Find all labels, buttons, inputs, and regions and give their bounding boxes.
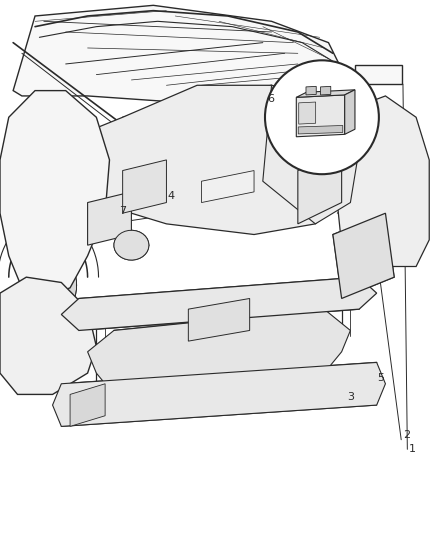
Polygon shape <box>201 171 254 203</box>
Polygon shape <box>61 277 377 330</box>
Polygon shape <box>345 90 355 134</box>
Polygon shape <box>298 85 359 149</box>
Text: 2: 2 <box>403 430 410 440</box>
Polygon shape <box>355 65 402 84</box>
Text: 6: 6 <box>267 94 274 103</box>
Polygon shape <box>299 102 316 124</box>
Polygon shape <box>321 86 331 95</box>
Polygon shape <box>333 213 394 298</box>
Polygon shape <box>0 91 110 298</box>
Text: 3: 3 <box>347 392 354 402</box>
Polygon shape <box>114 230 149 260</box>
Polygon shape <box>123 160 166 213</box>
Text: 1: 1 <box>409 445 416 454</box>
Polygon shape <box>296 95 345 137</box>
Polygon shape <box>296 90 355 98</box>
Polygon shape <box>263 85 359 224</box>
Polygon shape <box>307 72 354 92</box>
Text: 7: 7 <box>119 206 126 215</box>
Polygon shape <box>79 85 359 235</box>
Polygon shape <box>298 149 342 224</box>
Text: 4: 4 <box>167 191 174 201</box>
Polygon shape <box>88 309 350 394</box>
Polygon shape <box>188 298 250 341</box>
Polygon shape <box>53 362 385 426</box>
Polygon shape <box>70 384 105 426</box>
Polygon shape <box>13 5 342 107</box>
Polygon shape <box>20 251 77 320</box>
Polygon shape <box>328 96 429 266</box>
Polygon shape <box>298 125 343 134</box>
Text: 5: 5 <box>378 374 385 383</box>
Polygon shape <box>306 86 316 95</box>
Circle shape <box>265 60 379 174</box>
Polygon shape <box>88 192 131 245</box>
Polygon shape <box>0 277 96 394</box>
